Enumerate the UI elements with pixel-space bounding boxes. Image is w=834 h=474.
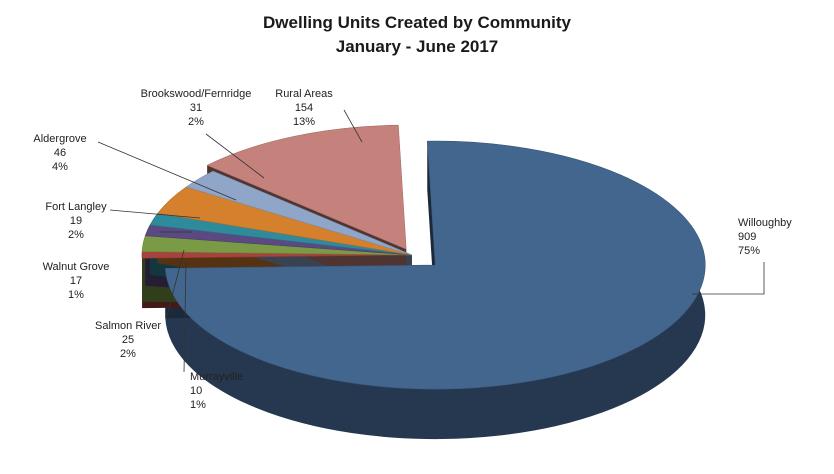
- slice-value: 46: [54, 147, 66, 159]
- leader-line-fort-langley: [109, 209, 201, 219]
- leader-line-willoughby: [692, 262, 765, 295]
- slice-name: Salmon River: [95, 320, 161, 332]
- slice-name: Fort Langley: [45, 201, 107, 213]
- slice-label-fort-langley: Fort Langley 19 2%: [45, 201, 107, 241]
- leader-line-brookswood-fernridge: [205, 133, 265, 179]
- slice-percent: 75%: [738, 245, 760, 257]
- slice-value: 19: [70, 215, 82, 227]
- slice-labels: Willoughby 909 75% Murrayville 10 1% Salmon Ri…: [33, 88, 792, 411]
- slice-value: 31: [190, 102, 202, 114]
- slice-value: 154: [295, 102, 313, 114]
- slice-percent: 2%: [188, 116, 204, 128]
- slice-label-walnut-grove: Walnut Grove 17 1%: [43, 261, 110, 301]
- slice-label-rural-areas: Rural Areas 154 13%: [275, 88, 333, 128]
- slice-name: Brookswood/Fernridge: [141, 88, 252, 100]
- slice-name: Rural Areas: [275, 88, 333, 100]
- slice-willoughby: [165, 140, 706, 390]
- chart-subtitle: January - June 2017: [336, 37, 499, 56]
- chart-title: Dwelling Units Created by Community: [263, 13, 571, 32]
- slice-percent: 2%: [120, 348, 136, 360]
- slice-percent: 2%: [68, 229, 84, 241]
- leader-line-aldergrove: [97, 141, 237, 201]
- slice-brookswood-fernridge: [185, 170, 413, 256]
- slice-label-brookswood-fernridge: Brookswood/Fernridge 31 2%: [141, 88, 252, 128]
- slice-label-murrayville: Murrayville 10 1%: [190, 371, 243, 411]
- leader-line-salmon-river: [165, 249, 185, 321]
- slice-name: Aldergrove: [33, 133, 86, 145]
- slice-value: 17: [70, 275, 82, 287]
- slice-percent: 13%: [293, 116, 315, 128]
- slice-value: 25: [122, 334, 134, 346]
- slice-name: Walnut Grove: [43, 261, 110, 273]
- slice-label-willoughby: Willoughby 909 75%: [738, 217, 792, 257]
- slice-name: Murrayville: [190, 371, 243, 383]
- slice-name: Willoughby: [738, 217, 792, 229]
- slice-label-salmon-river: Salmon River 25 2%: [95, 320, 161, 360]
- leader-line-rural-areas: [343, 109, 363, 143]
- slice-value: 10: [190, 385, 202, 397]
- slice-rural-areas: [206, 124, 407, 250]
- slice-percent: 1%: [68, 289, 84, 301]
- slice-percent: 4%: [52, 161, 68, 173]
- slice-value: 909: [738, 231, 756, 243]
- leader-line-murrayville: [183, 261, 187, 373]
- slice-label-aldergrove: Aldergrove 46 4%: [33, 133, 86, 173]
- pie-top-layer: [141, 124, 706, 390]
- slice-percent: 1%: [190, 399, 206, 411]
